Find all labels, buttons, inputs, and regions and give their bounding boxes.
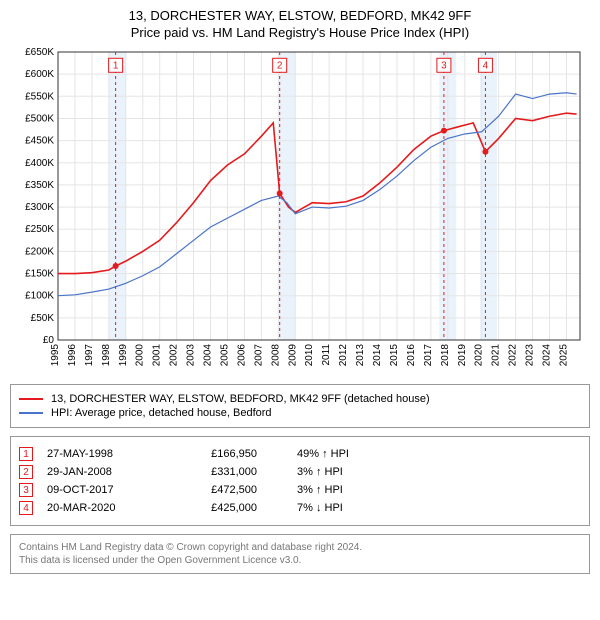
- x-tick-label: 2005: [219, 344, 230, 367]
- sale-row: 4 20-MAR-2020£425,000 7% ↓ HPI: [19, 501, 581, 515]
- chart-title-line1: 13, DORCHESTER WAY, ELSTOW, BEDFORD, MK4…: [10, 8, 590, 23]
- x-tick-label: 2015: [389, 344, 400, 367]
- sale-row-price: £425,000: [167, 502, 257, 514]
- legend-swatch: [19, 412, 43, 414]
- legend-row: 13, DORCHESTER WAY, ELSTOW, BEDFORD, MK4…: [19, 393, 581, 405]
- footer-line2: This data is licensed under the Open Gov…: [19, 554, 581, 567]
- sale-marker-number: 1: [113, 60, 119, 71]
- sale-row-marker: 2: [19, 465, 33, 479]
- x-tick-label: 2016: [406, 344, 417, 367]
- recession-band: [109, 52, 126, 340]
- x-tick-label: 2012: [338, 344, 349, 367]
- x-tick-label: 2017: [423, 344, 434, 367]
- x-tick-label: 2025: [558, 344, 569, 367]
- sale-row-date: 09-OCT-2017: [47, 484, 167, 496]
- sale-marker-number: 3: [441, 60, 447, 71]
- sale-row-delta: 7% ↓ HPI: [297, 502, 343, 514]
- y-tick-label: £250K: [25, 224, 54, 235]
- x-tick-label: 2003: [186, 344, 197, 367]
- y-tick-label: £500K: [25, 113, 54, 124]
- sale-row-delta: 49% ↑ HPI: [297, 448, 349, 460]
- x-tick-label: 2011: [321, 344, 332, 366]
- chart-area: £0£50K£100K£150K£200K£250K£300K£350K£400…: [10, 46, 590, 376]
- x-tick-label: 2014: [372, 344, 383, 367]
- sale-row-date: 29-JAN-2008: [47, 466, 167, 478]
- x-tick-label: 2019: [457, 344, 468, 367]
- attribution-footer: Contains HM Land Registry data © Crown c…: [10, 534, 590, 574]
- sale-marker-number: 2: [277, 60, 283, 71]
- x-tick-label: 1996: [67, 344, 78, 367]
- legend-row: HPI: Average price, detached house, Bedf…: [19, 407, 581, 419]
- y-tick-label: £50K: [31, 313, 55, 324]
- legend: 13, DORCHESTER WAY, ELSTOW, BEDFORD, MK4…: [10, 384, 590, 428]
- y-tick-label: £300K: [25, 202, 54, 213]
- y-tick-label: £100K: [25, 291, 54, 302]
- x-tick-label: 2023: [525, 344, 536, 367]
- sales-table: 1 27-MAY-1998£166,950 49% ↑ HPI 2 29-JAN-200…: [10, 436, 590, 526]
- sale-row: 3 09-OCT-2017£472,500 3% ↑ HPI: [19, 483, 581, 497]
- sale-row-marker: 3: [19, 483, 33, 497]
- x-tick-label: 2010: [304, 344, 315, 367]
- sale-row-price: £166,950: [167, 448, 257, 460]
- line-chart-svg: £0£50K£100K£150K£200K£250K£300K£350K£400…: [10, 46, 590, 376]
- x-tick-label: 1999: [118, 344, 129, 367]
- y-tick-label: £150K: [25, 269, 54, 280]
- sale-row-date: 20-MAR-2020: [47, 502, 167, 514]
- sale-row-date: 27-MAY-1998: [47, 448, 167, 460]
- chart-title-block: 13, DORCHESTER WAY, ELSTOW, BEDFORD, MK4…: [10, 8, 590, 40]
- sale-row-marker: 1: [19, 447, 33, 461]
- chart-title-line2: Price paid vs. HM Land Registry's House …: [10, 25, 590, 40]
- recession-band: [480, 52, 497, 340]
- y-tick-label: £550K: [25, 91, 54, 102]
- footer-line1: Contains HM Land Registry data © Crown c…: [19, 541, 581, 554]
- y-tick-label: £350K: [25, 180, 54, 191]
- legend-label: 13, DORCHESTER WAY, ELSTOW, BEDFORD, MK4…: [51, 393, 430, 405]
- y-tick-label: £600K: [25, 69, 54, 80]
- y-tick-label: £450K: [25, 136, 54, 147]
- x-tick-label: 1997: [84, 344, 95, 367]
- x-tick-label: 2018: [440, 344, 451, 367]
- sale-row-delta: 3% ↑ HPI: [297, 466, 343, 478]
- x-tick-label: 2006: [236, 344, 247, 367]
- x-tick-label: 2013: [355, 344, 366, 367]
- sale-marker-point: [441, 128, 447, 134]
- x-tick-label: 1995: [50, 344, 61, 367]
- sale-row: 2 29-JAN-2008£331,000 3% ↑ HPI: [19, 465, 581, 479]
- x-tick-label: 2007: [253, 344, 264, 367]
- y-tick-label: £650K: [25, 47, 54, 58]
- sale-marker-number: 4: [483, 60, 489, 71]
- x-tick-label: 2008: [270, 344, 281, 367]
- x-tick-label: 1998: [101, 344, 112, 367]
- y-tick-label: £400K: [25, 158, 54, 169]
- x-tick-label: 2020: [474, 344, 485, 367]
- sale-marker-point: [482, 149, 488, 155]
- x-tick-label: 2002: [169, 344, 180, 367]
- sale-row-price: £472,500: [167, 484, 257, 496]
- x-tick-label: 2001: [152, 344, 163, 367]
- sale-row: 1 27-MAY-1998£166,950 49% ↑ HPI: [19, 447, 581, 461]
- sale-row-delta: 3% ↑ HPI: [297, 484, 343, 496]
- y-tick-label: £200K: [25, 246, 54, 257]
- sale-marker-point: [113, 263, 119, 269]
- x-tick-label: 2021: [491, 344, 502, 367]
- sale-row-price: £331,000: [167, 466, 257, 478]
- sale-marker-point: [277, 190, 283, 196]
- sale-row-marker: 4: [19, 501, 33, 515]
- x-tick-label: 2009: [287, 344, 298, 367]
- x-tick-label: 2024: [541, 344, 552, 367]
- x-tick-label: 2022: [508, 344, 519, 367]
- x-tick-label: 2004: [203, 344, 214, 367]
- legend-swatch: [19, 398, 43, 400]
- legend-label: HPI: Average price, detached house, Bedf…: [51, 407, 272, 419]
- x-tick-label: 2000: [135, 344, 146, 367]
